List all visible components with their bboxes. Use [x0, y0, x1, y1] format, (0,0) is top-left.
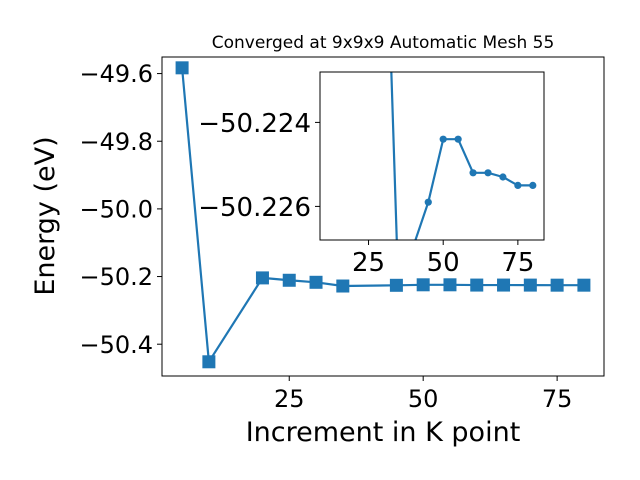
main-y-tick-label: −49.6	[79, 60, 153, 88]
inset-series-line	[390, 72, 533, 240]
main-data-point	[175, 61, 189, 75]
inset-data-point	[499, 173, 507, 181]
inset-data-point	[424, 198, 432, 206]
inset-data-point	[514, 181, 522, 189]
main-x-tick-label: 75	[542, 385, 573, 413]
main-data-point	[550, 278, 564, 292]
inset-background	[320, 72, 544, 240]
main-data-point	[416, 278, 430, 292]
chart-title: Converged at 9x9x9 Automatic Mesh 55	[212, 33, 555, 53]
main-data-point	[523, 278, 537, 292]
inset-plot: 25 50 75 −50.226 −50.224	[198, 71, 545, 278]
inset-data-point	[529, 181, 537, 189]
inset-data-point	[469, 169, 477, 177]
inset-y-tick-label: −50.224	[198, 109, 311, 139]
main-data-point	[389, 278, 403, 292]
main-y-tick-label: −49.8	[79, 128, 153, 156]
main-y-tick-label: −50.4	[79, 331, 153, 359]
inset-y-tick-label: −50.226	[198, 193, 311, 223]
main-y-tick-label: −50.2	[79, 263, 153, 291]
inset-data-point	[484, 169, 492, 177]
main-data-point	[470, 278, 484, 292]
inset-x-tick-label: 75	[501, 248, 534, 278]
main-data-point	[497, 278, 511, 292]
inset-data-point	[454, 135, 462, 143]
main-plot: 25 50 75 −49.6 −49.8 −50.0 −50.2 −50.4	[79, 56, 605, 413]
inset-frame	[319, 71, 545, 241]
main-x-tick-label: 25	[274, 385, 305, 413]
y-axis-label: Energy (eV)	[30, 136, 61, 295]
main-data-point	[443, 278, 457, 292]
inset-x-tick-label: 50	[427, 248, 460, 278]
inset-x-tick-label: 25	[352, 248, 385, 278]
main-x-tick-label: 50	[408, 385, 439, 413]
main-frame	[161, 56, 605, 377]
main-data-point	[282, 273, 296, 287]
main-data-point	[255, 271, 269, 285]
main-data-point	[336, 279, 350, 293]
main-y-tick-label: −50.0	[79, 196, 153, 224]
main-data-point	[577, 278, 591, 292]
main-data-point	[202, 355, 216, 369]
inset-data-point	[439, 135, 447, 143]
x-axis-label: Increment in K point	[246, 417, 521, 448]
main-data-point	[309, 275, 323, 289]
